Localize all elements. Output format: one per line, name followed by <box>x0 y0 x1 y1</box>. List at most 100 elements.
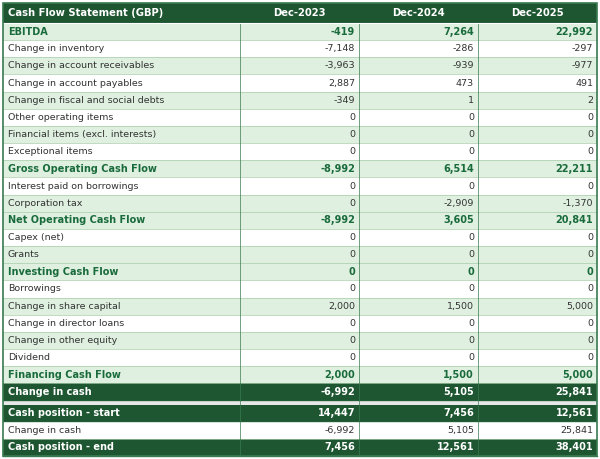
Text: 0: 0 <box>468 113 474 122</box>
Text: Interest paid on borrowings: Interest paid on borrowings <box>8 181 139 190</box>
Text: Change in inventory: Change in inventory <box>8 44 104 53</box>
Text: Borrowings: Borrowings <box>8 285 61 293</box>
Text: 22,992: 22,992 <box>556 27 593 37</box>
Text: 38,401: 38,401 <box>556 442 593 453</box>
Text: 14,447: 14,447 <box>317 408 355 418</box>
Text: Change in account receivables: Change in account receivables <box>8 62 154 70</box>
Text: Investing Cash Flow: Investing Cash Flow <box>8 267 118 277</box>
Text: Capex (net): Capex (net) <box>8 233 64 242</box>
Text: 0: 0 <box>587 353 593 362</box>
Text: Net Operating Cash Flow: Net Operating Cash Flow <box>8 215 145 225</box>
FancyBboxPatch shape <box>3 315 597 332</box>
Text: Other operating items: Other operating items <box>8 113 113 122</box>
FancyBboxPatch shape <box>3 23 597 40</box>
Text: 0: 0 <box>349 147 355 156</box>
Text: Change in director loans: Change in director loans <box>8 319 124 328</box>
Text: 2,000: 2,000 <box>324 370 355 380</box>
Text: Gross Operating Cash Flow: Gross Operating Cash Flow <box>8 164 157 174</box>
Text: -977: -977 <box>572 62 593 70</box>
Text: 0: 0 <box>349 285 355 293</box>
Text: 0: 0 <box>587 130 593 139</box>
Text: EBITDA: EBITDA <box>8 27 48 37</box>
FancyBboxPatch shape <box>3 160 597 178</box>
Text: 473: 473 <box>456 78 474 88</box>
Text: 0: 0 <box>587 113 593 122</box>
Text: 0: 0 <box>586 267 593 277</box>
FancyBboxPatch shape <box>3 246 597 263</box>
Text: -297: -297 <box>572 44 593 53</box>
Text: -419: -419 <box>331 27 355 37</box>
Text: Corporation tax: Corporation tax <box>8 199 82 207</box>
Text: 25,841: 25,841 <box>556 387 593 397</box>
Text: -3,963: -3,963 <box>325 62 355 70</box>
Text: Change in cash: Change in cash <box>8 387 92 397</box>
Text: 0: 0 <box>349 319 355 328</box>
Text: 5,000: 5,000 <box>562 370 593 380</box>
Text: 0: 0 <box>468 336 474 345</box>
Text: 7,456: 7,456 <box>324 442 355 453</box>
Text: 0: 0 <box>587 233 593 242</box>
Text: 0: 0 <box>349 233 355 242</box>
FancyBboxPatch shape <box>3 126 597 143</box>
FancyBboxPatch shape <box>3 401 597 404</box>
Text: -349: -349 <box>334 96 355 105</box>
FancyBboxPatch shape <box>3 366 597 383</box>
FancyBboxPatch shape <box>3 297 597 315</box>
Text: 2,000: 2,000 <box>328 302 355 311</box>
FancyBboxPatch shape <box>3 332 597 349</box>
FancyBboxPatch shape <box>3 74 597 92</box>
FancyBboxPatch shape <box>3 195 597 212</box>
Text: 0: 0 <box>587 181 593 190</box>
Text: Dividend: Dividend <box>8 353 50 362</box>
Text: 1,500: 1,500 <box>447 302 474 311</box>
FancyBboxPatch shape <box>3 280 597 297</box>
Text: 0: 0 <box>468 319 474 328</box>
Text: 0: 0 <box>587 336 593 345</box>
Text: 0: 0 <box>587 285 593 293</box>
Text: 0: 0 <box>349 336 355 345</box>
Text: 12,561: 12,561 <box>437 442 474 453</box>
Text: -286: -286 <box>452 44 474 53</box>
Text: 7,456: 7,456 <box>443 408 474 418</box>
Text: Exceptional items: Exceptional items <box>8 147 92 156</box>
Text: 3,605: 3,605 <box>443 215 474 225</box>
Text: 1: 1 <box>468 96 474 105</box>
Text: 1,500: 1,500 <box>443 370 474 380</box>
Text: 20,841: 20,841 <box>556 215 593 225</box>
Text: 0: 0 <box>587 319 593 328</box>
Text: Change in cash: Change in cash <box>8 426 81 435</box>
Text: 0: 0 <box>587 250 593 259</box>
Text: Cash Flow Statement (GBP): Cash Flow Statement (GBP) <box>8 8 163 18</box>
Text: 0: 0 <box>587 147 593 156</box>
Text: Dec-2025: Dec-2025 <box>511 8 564 18</box>
Text: 491: 491 <box>575 78 593 88</box>
Text: -1,370: -1,370 <box>563 199 593 207</box>
Text: 0: 0 <box>349 130 355 139</box>
Text: 5,105: 5,105 <box>447 426 474 435</box>
FancyBboxPatch shape <box>3 212 597 229</box>
Text: -8,992: -8,992 <box>320 164 355 174</box>
Text: 0: 0 <box>468 130 474 139</box>
Text: -7,148: -7,148 <box>325 44 355 53</box>
FancyBboxPatch shape <box>3 109 597 126</box>
Text: Dec-2024: Dec-2024 <box>392 8 445 18</box>
Text: 2: 2 <box>587 96 593 105</box>
FancyBboxPatch shape <box>3 263 597 280</box>
FancyBboxPatch shape <box>3 229 597 246</box>
Text: Financing Cash Flow: Financing Cash Flow <box>8 370 121 380</box>
Text: Change in other equity: Change in other equity <box>8 336 117 345</box>
FancyBboxPatch shape <box>3 439 597 456</box>
FancyBboxPatch shape <box>3 92 597 109</box>
Text: 7,264: 7,264 <box>443 27 474 37</box>
Text: Cash position - start: Cash position - start <box>8 408 120 418</box>
Text: 0: 0 <box>468 353 474 362</box>
Text: 2,887: 2,887 <box>328 78 355 88</box>
Text: -939: -939 <box>452 62 474 70</box>
Text: 5,105: 5,105 <box>443 387 474 397</box>
Text: -6,992: -6,992 <box>320 387 355 397</box>
Text: Change in account payables: Change in account payables <box>8 78 143 88</box>
FancyBboxPatch shape <box>3 178 597 195</box>
Text: 0: 0 <box>349 113 355 122</box>
Text: 0: 0 <box>468 285 474 293</box>
Text: -6,992: -6,992 <box>325 426 355 435</box>
